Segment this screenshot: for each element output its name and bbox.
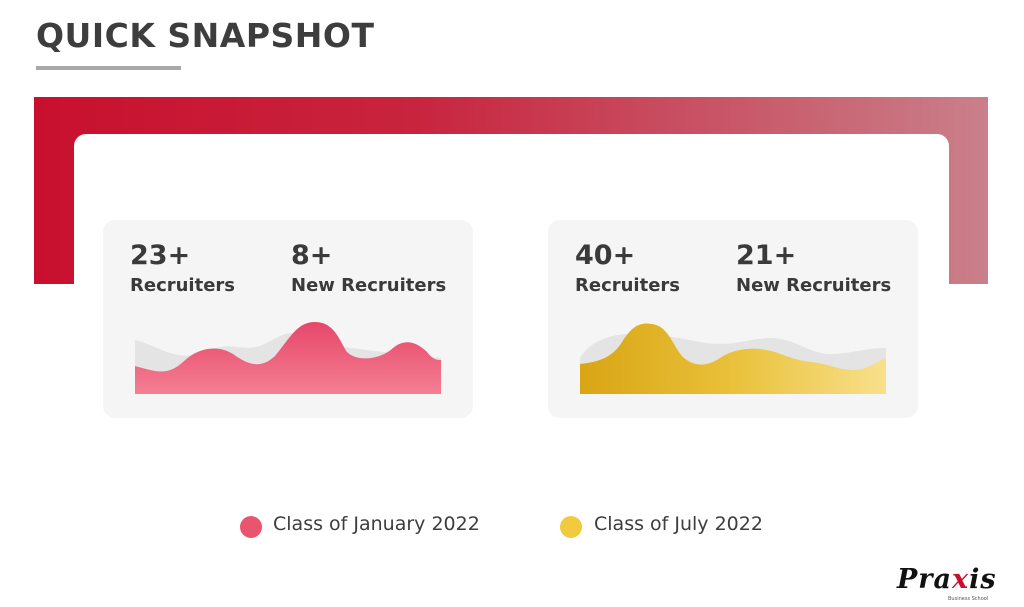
stat-recruiters: 40+ Recruiters (575, 238, 680, 298)
stat-value: 21+ (736, 240, 797, 271)
legend-label-january: Class of January 2022 (273, 513, 480, 535)
praxis-logo: Praxis (897, 564, 997, 595)
stat-value: 23+ (130, 240, 191, 271)
stat-label: Recruiters (130, 275, 236, 296)
stat-new-recruiters: 21+ New Recruiters (736, 238, 891, 298)
stat-value: 40+ (575, 240, 636, 271)
stat-label: Recruiters (575, 275, 681, 296)
page-title: QUICK SNAPSHOT (36, 16, 375, 55)
stat-recruiters: 23+ Recruiters (130, 238, 235, 298)
wave-graphic-january (135, 322, 441, 394)
wave-foreground (135, 322, 441, 394)
stat-value: 8+ (291, 240, 333, 271)
legend-dot-july (560, 516, 582, 538)
stat-label: New Recruiters (736, 275, 892, 296)
legend-label-july: Class of July 2022 (594, 513, 763, 535)
legend-dot-january (240, 516, 262, 538)
logo-subtext: Business School (948, 596, 989, 602)
stat-new-recruiters: 8+ New Recruiters (291, 238, 446, 298)
wave-graphic-july (580, 323, 886, 394)
stat-label: New Recruiters (291, 275, 447, 296)
stats-card-january: 23+ Recruiters 8+ New Recruiters (103, 220, 473, 418)
title-underline (36, 66, 181, 70)
stats-card-july: 40+ Recruiters 21+ New Recruiters (548, 220, 918, 418)
wave-foreground (580, 323, 886, 394)
